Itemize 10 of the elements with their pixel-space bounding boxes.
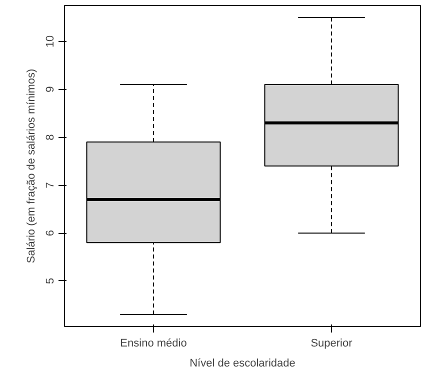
- y-tick-label: 5: [44, 278, 56, 284]
- y-tick-label: 8: [44, 134, 56, 140]
- x-axis-title: Nível de escolaridade: [190, 358, 296, 370]
- y-tick-label: 6: [44, 230, 56, 236]
- x-tick-label: Ensino médio: [120, 338, 187, 350]
- x-tick-label: Superior: [310, 338, 353, 350]
- y-tick-label: 9: [44, 86, 56, 92]
- y-tick-label: 10: [44, 35, 56, 48]
- y-tick-label: 7: [44, 182, 56, 188]
- y-axis-title: Salário (em fração de salários mínimos): [26, 68, 38, 264]
